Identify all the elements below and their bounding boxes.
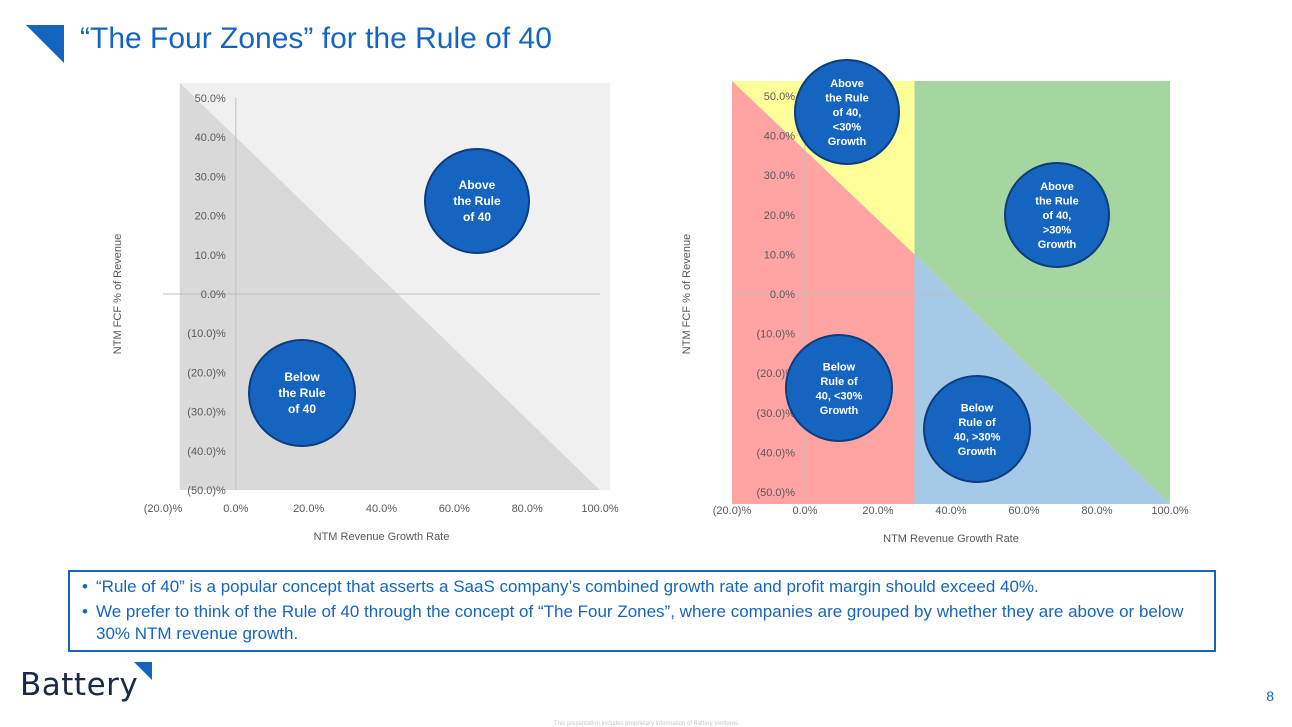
page-number: 8 bbox=[1266, 688, 1274, 704]
y-tick-label: 10.0% bbox=[764, 249, 795, 261]
x-tick-label: 100.0% bbox=[581, 503, 619, 515]
zone-bubble bbox=[1004, 162, 1110, 268]
title-corner-mark-icon bbox=[26, 25, 64, 63]
disclaimer: This presentation includes proprietary i… bbox=[553, 721, 739, 727]
zone-bubble-label: the Rule bbox=[825, 93, 868, 105]
logo-corner-mark-icon bbox=[134, 662, 152, 680]
zone-bubble-label: Above bbox=[830, 78, 864, 90]
zone-bubble-label: Growth bbox=[828, 136, 867, 148]
y-tick-label: 20.0% bbox=[764, 210, 795, 222]
zone-bubble-label: of 40 bbox=[288, 402, 316, 416]
y-tick-label: (40.0)% bbox=[187, 446, 226, 458]
y-axis-label: NTM FCF % of Revenue bbox=[112, 234, 124, 354]
zone-bubble bbox=[248, 339, 356, 447]
x-tick-label: 0.0% bbox=[792, 505, 817, 517]
logo-text: Battery bbox=[20, 667, 139, 703]
zone-bubble bbox=[923, 375, 1031, 483]
zone-bubble-label: the Rule bbox=[1035, 196, 1078, 208]
y-tick-label: 40.0% bbox=[195, 132, 226, 144]
y-tick-label: (50.0)% bbox=[756, 487, 795, 499]
zone-bubble-label: Above bbox=[1040, 181, 1074, 193]
zone-bubble-label: Above bbox=[459, 178, 496, 192]
y-tick-label: 50.0% bbox=[195, 93, 226, 105]
y-tick-label: 30.0% bbox=[764, 170, 795, 182]
y-tick-label: (40.0)% bbox=[756, 447, 795, 459]
zone-bubble bbox=[794, 59, 900, 165]
y-tick-label: 0.0% bbox=[201, 289, 226, 301]
x-tick-label: (20.0)% bbox=[713, 505, 752, 517]
slide-title: “The Four Zones” for the Rule of 40 bbox=[80, 22, 552, 55]
chart-four-zones-svg: 50.0% 40.0% 30.0% 20.0% 10.0% 0.0% (10.0)% (20.… bbox=[681, 59, 1189, 545]
y-tick-label: 10.0% bbox=[195, 250, 226, 262]
x-tick-label: 40.0% bbox=[366, 503, 397, 515]
y-tick-label: (30.0)% bbox=[756, 408, 795, 420]
x-tick-label: (20.0)% bbox=[144, 503, 183, 515]
zone-bubble-label: Below bbox=[961, 402, 994, 414]
zone-bubble-label: <30% bbox=[833, 122, 862, 134]
y-tick-label: (20.0)% bbox=[756, 368, 795, 380]
zone-bubble-label: Rule of bbox=[820, 376, 858, 388]
notes-box: “Rule of 40” is a popular concept that a… bbox=[68, 570, 1216, 652]
x-tick-label: 60.0% bbox=[1008, 505, 1039, 517]
x-tick-label: 100.0% bbox=[1151, 505, 1189, 517]
y-tick-label: (10.0)% bbox=[187, 328, 226, 340]
battery-logo: Battery bbox=[20, 662, 160, 706]
zone-bubble-label: the Rule bbox=[453, 194, 501, 208]
zone-bubble-label: Below bbox=[823, 361, 856, 373]
y-tick-label: (30.0)% bbox=[187, 407, 226, 419]
x-tick-label: 0.0% bbox=[223, 503, 248, 515]
x-tick-label: 20.0% bbox=[293, 503, 324, 515]
x-tick-label: 80.0% bbox=[512, 503, 543, 515]
zone-bubble-label: Growth bbox=[820, 405, 859, 417]
note-rule-of-40: “Rule of 40” is a popular concept that a… bbox=[80, 576, 1204, 598]
zone-bubble-label: of 40, bbox=[833, 107, 862, 119]
x-tick-label: 40.0% bbox=[935, 505, 966, 517]
zone-bubble-label: of 40 bbox=[463, 210, 491, 224]
chart-two-zones-svg: 50.0% 40.0% 30.0% 20.0% 10.0% 0.0% (10.0)% (20.… bbox=[112, 83, 619, 543]
zone-bubble-label: the Rule bbox=[278, 386, 326, 400]
zone-bubble-label: Rule of bbox=[958, 417, 996, 429]
note-four-zones: We prefer to think of the Rule of 40 thr… bbox=[80, 601, 1204, 645]
zone-bubble-label: 40, <30% bbox=[816, 390, 863, 402]
zone-bubble bbox=[785, 334, 893, 442]
y-axis-label: NTM FCF % of Revenue bbox=[681, 234, 693, 354]
y-tick-label: 30.0% bbox=[195, 171, 226, 183]
y-tick-label: (50.0)% bbox=[187, 485, 226, 497]
x-tick-label: 60.0% bbox=[439, 503, 470, 515]
y-tick-label: 0.0% bbox=[770, 289, 795, 301]
x-tick-label: 20.0% bbox=[862, 505, 893, 517]
x-axis-label: NTM Revenue Growth Rate bbox=[883, 533, 1019, 545]
y-tick-label: 20.0% bbox=[195, 211, 226, 223]
y-tick-label: (20.0)% bbox=[187, 367, 226, 379]
x-tick-label: 80.0% bbox=[1081, 505, 1112, 517]
zone-bubble-label: Growth bbox=[958, 446, 997, 458]
y-tick-label: 40.0% bbox=[764, 131, 795, 143]
y-tick-label: (10.0)% bbox=[756, 329, 795, 341]
zone-above-high-growth bbox=[914, 81, 1170, 504]
chart-two-zones: 50.0% 40.0% 30.0% 20.0% 10.0% 0.0% (10.0)% (20.… bbox=[0, 0, 640, 560]
zone-bubble-label: Growth bbox=[1038, 239, 1077, 251]
zone-bubble-label: >30% bbox=[1043, 225, 1072, 237]
x-axis-label: NTM Revenue Growth Rate bbox=[314, 531, 450, 543]
zone-bubble-label: of 40, bbox=[1043, 210, 1072, 222]
zone-bubble-label: 40, >30% bbox=[954, 431, 1001, 443]
zone-bubble bbox=[424, 148, 530, 254]
zone-bubble-label: Below bbox=[284, 370, 320, 384]
chart-four-zones: 50.0% 40.0% 30.0% 20.0% 10.0% 0.0% (10.0)% (20.… bbox=[681, 59, 1189, 545]
y-tick-label: 50.0% bbox=[764, 91, 795, 103]
